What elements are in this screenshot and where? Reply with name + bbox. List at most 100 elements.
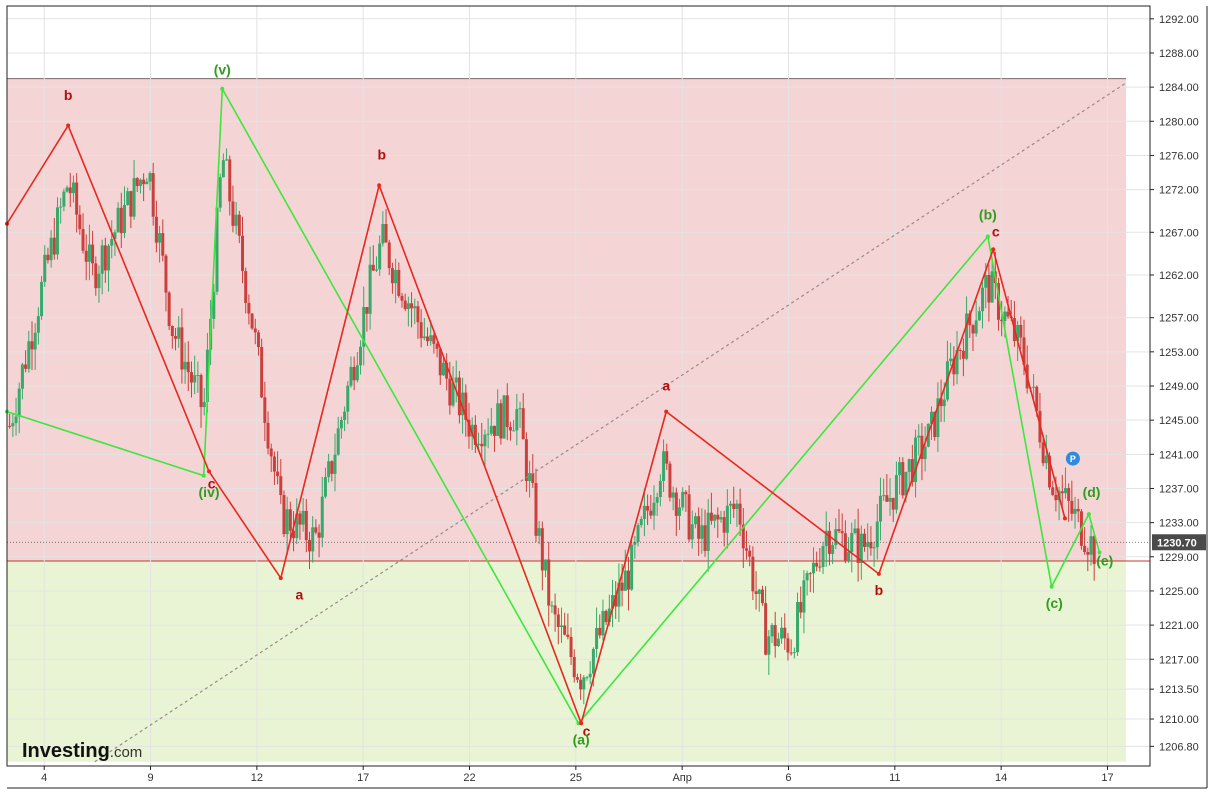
candle (413, 298, 417, 325)
marker-p[interactable]: P (1065, 451, 1080, 466)
candle (859, 525, 863, 580)
candle-body (690, 524, 694, 540)
candle-body (1044, 455, 1048, 464)
candle (773, 611, 777, 658)
candle-body (62, 191, 66, 207)
candle-body (234, 214, 238, 226)
candle-body (821, 546, 825, 567)
candle-body (110, 238, 114, 246)
candle-body (984, 275, 988, 288)
candle (107, 243, 111, 292)
y-tick-label: 1249.00 (1159, 381, 1199, 393)
candle-body (1092, 536, 1096, 564)
red-wave-line-point (876, 571, 881, 576)
candle (588, 661, 592, 685)
candle-body (732, 503, 736, 509)
brand-logo: Investing.com (22, 740, 142, 762)
candle (901, 457, 905, 499)
candle-body (161, 233, 165, 256)
candle (808, 571, 812, 593)
candle-body (952, 358, 956, 375)
candle (94, 256, 98, 296)
candle-body (633, 541, 637, 545)
candle (595, 607, 599, 658)
candle (521, 393, 525, 440)
candle (961, 338, 965, 377)
candle-body (751, 556, 755, 592)
candle (748, 545, 752, 567)
candle (508, 421, 512, 441)
candle-body (499, 403, 503, 439)
candle-body (1048, 455, 1052, 488)
candle (499, 399, 503, 445)
candle-body (314, 527, 318, 533)
candle-body (215, 207, 219, 292)
candle-body (65, 187, 69, 192)
candle-body (815, 562, 819, 567)
candle-body (461, 392, 465, 416)
candle (339, 416, 343, 439)
candle-body (381, 224, 385, 244)
y-tick-label: 1225.00 (1159, 586, 1199, 598)
candle-body (843, 533, 847, 561)
candle (722, 510, 726, 547)
candle-body (741, 524, 745, 549)
candle (786, 633, 790, 661)
candle-body (805, 573, 809, 581)
candle (234, 201, 238, 235)
candle-body (8, 425, 12, 427)
candle-body (834, 529, 838, 546)
candle-body (451, 382, 455, 406)
candle (875, 504, 879, 560)
candle-body (639, 518, 643, 526)
candle-body (489, 425, 493, 434)
candle-body (521, 408, 525, 440)
candle (493, 425, 497, 452)
candle (1070, 480, 1074, 521)
candle-body (748, 550, 752, 557)
candle (776, 632, 780, 648)
candle (831, 541, 835, 565)
candle-body (477, 443, 481, 445)
candle-body (403, 300, 407, 310)
candle (706, 499, 710, 572)
candle-body (508, 427, 512, 431)
candle (770, 623, 774, 644)
candle (317, 524, 321, 558)
candle (1073, 496, 1077, 529)
candle (971, 323, 975, 351)
candle-body (304, 510, 308, 541)
candle-body (276, 471, 280, 477)
candle (891, 497, 895, 522)
candle (617, 563, 621, 622)
candle-body (212, 291, 216, 319)
candle-body (438, 348, 442, 376)
candle (400, 292, 404, 308)
candle (352, 356, 356, 391)
candle-body (974, 320, 978, 334)
candle-body (617, 582, 621, 607)
candle-body (544, 559, 548, 571)
candle-body (247, 302, 251, 314)
candle-body (996, 283, 1000, 320)
candle (732, 486, 736, 518)
candle (480, 422, 484, 460)
x-tick-label: 25 (570, 772, 582, 784)
candle-body (863, 533, 867, 547)
candle (1076, 498, 1080, 523)
y-tick-label: 1206.80 (1159, 741, 1199, 753)
candle (237, 210, 241, 244)
candle (435, 342, 439, 358)
candle-body (1041, 442, 1045, 464)
candle (703, 509, 707, 557)
wave-label-green: (b) (979, 206, 997, 222)
candle (362, 286, 366, 366)
candle-body (636, 525, 640, 542)
candle-body (601, 610, 605, 636)
candle (269, 443, 273, 473)
candle-body (473, 424, 477, 445)
candle (241, 216, 245, 284)
candle-body (483, 434, 487, 447)
candle (725, 489, 729, 549)
